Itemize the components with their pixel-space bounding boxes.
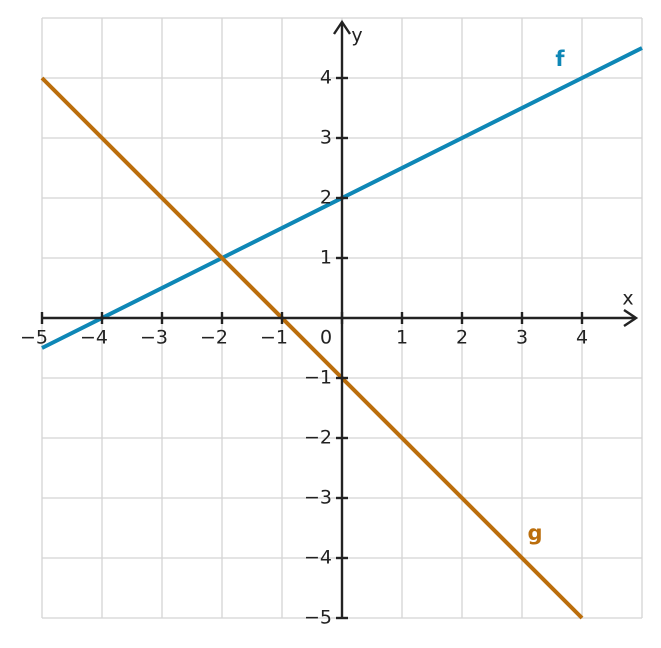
x-tick-label: −5 bbox=[20, 327, 48, 349]
y-tick-label: 4 bbox=[320, 67, 332, 89]
x-axis-arrow bbox=[623, 309, 639, 327]
axes: x y −5 −4 −3 −2 −1 0 1 2 3 4 −5 −4 −3 −2 −1 1 2 3 4 bbox=[20, 19, 639, 629]
y-tick-label: −3 bbox=[304, 487, 332, 509]
y-tick-label: −4 bbox=[304, 547, 332, 569]
x-tick-label: −3 bbox=[140, 327, 168, 349]
series-label: f bbox=[555, 47, 565, 71]
y-tick-label: −1 bbox=[304, 367, 332, 389]
x-tick-label: 1 bbox=[396, 327, 408, 349]
series-label: g bbox=[527, 521, 542, 545]
x-tick-label: 2 bbox=[456, 327, 468, 349]
x-tick-label: −4 bbox=[80, 327, 108, 349]
x-tick-label: −1 bbox=[260, 327, 288, 349]
y-axis-arrow bbox=[333, 19, 351, 35]
y-tick-label: −5 bbox=[304, 607, 332, 629]
y-tick-label: −2 bbox=[304, 427, 332, 449]
y-axis-label: y bbox=[351, 25, 362, 47]
x-tick-label: 0 bbox=[320, 327, 332, 349]
lines bbox=[40, 46, 643, 620]
x-axis-label: x bbox=[622, 288, 633, 310]
series-line bbox=[40, 76, 584, 620]
y-tick-label: 2 bbox=[320, 187, 332, 209]
x-tick-label: −2 bbox=[200, 327, 228, 349]
y-tick-label: 3 bbox=[320, 127, 332, 149]
x-tick-label: 4 bbox=[576, 327, 588, 349]
x-tick-label: 3 bbox=[516, 327, 528, 349]
y-tick-label: 1 bbox=[320, 247, 332, 269]
